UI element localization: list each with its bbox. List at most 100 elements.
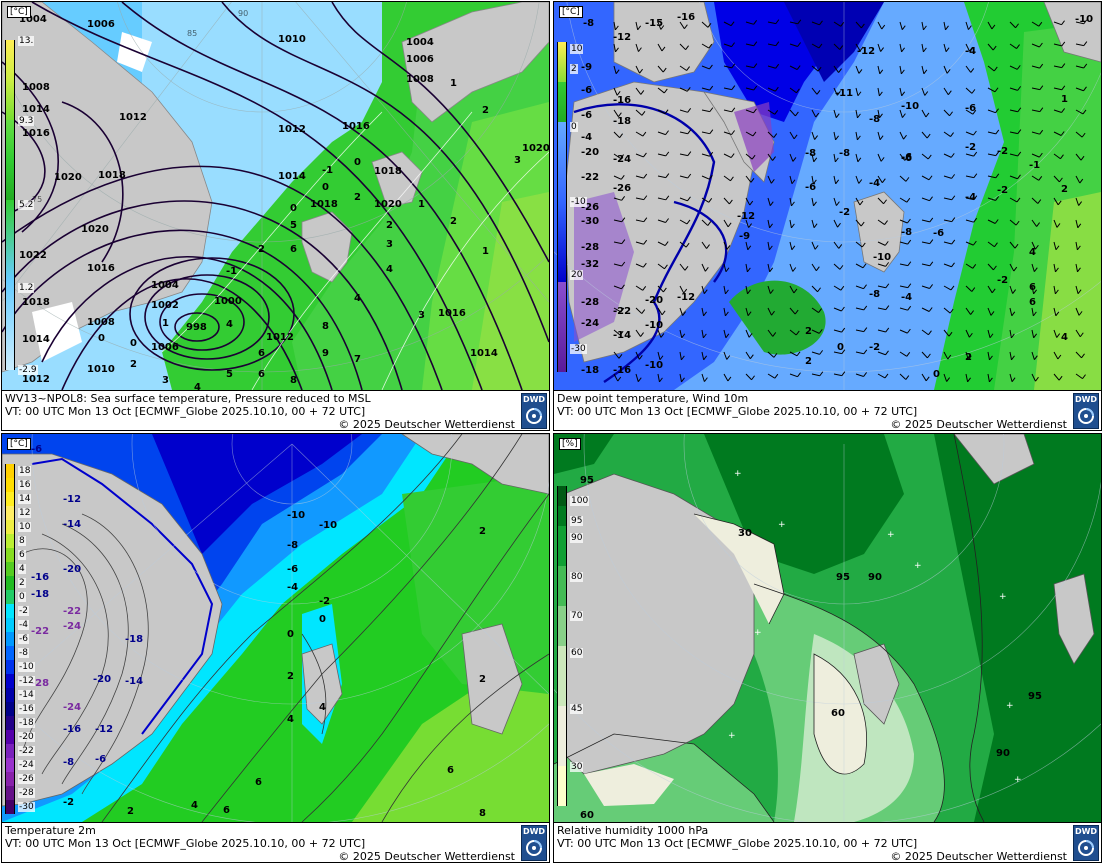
wind-barb-tick (731, 42, 735, 47)
wind-barb-tick (949, 308, 954, 314)
wind-barb-tick (727, 376, 732, 382)
wind-barb (1053, 175, 1060, 183)
wind-barb-tick (967, 377, 971, 383)
t2m-legend-swatch (5, 688, 15, 702)
wind-barb-tick (642, 131, 647, 137)
wind-barb-tick (731, 107, 736, 113)
wind-barb-tick (725, 289, 729, 295)
wind-barb-tick (990, 311, 995, 316)
t2m-label: 8 (479, 808, 486, 819)
wind-barb-tick (1039, 129, 1044, 135)
wind-barb (767, 175, 772, 184)
wind-barb (833, 351, 842, 355)
wind-barb-tick (643, 152, 647, 158)
sst-legend-label: 5.2 (18, 200, 35, 210)
wind-barb-tick (929, 284, 934, 289)
wind-barb-tick (775, 19, 780, 24)
isobar-label: 1004 (151, 280, 179, 291)
dewpoint-map[interactable]: [°C] 10 2 0 -10 20 -30 -8 -15 -16 -12 -9… (554, 2, 1101, 390)
wind-barb (789, 263, 794, 272)
wind-barb-tick (840, 285, 845, 291)
wind-barb-tick (753, 108, 757, 114)
t2m-label: 0 (319, 614, 326, 625)
isobar-label: 1014 (22, 104, 50, 115)
dewpoint-label: -8 (839, 148, 851, 159)
wind-barb (899, 153, 906, 161)
wind-barb-tick (945, 47, 950, 53)
wind-barb (767, 241, 770, 250)
dewpoint-label: -32 (581, 259, 600, 270)
wind-barb-tick (791, 245, 796, 251)
wind-barb (635, 351, 640, 360)
wind-barb (745, 241, 749, 250)
dewpoint-label: -10 (645, 320, 664, 331)
wind-barb (833, 285, 842, 291)
svg-text:85: 85 (187, 29, 197, 38)
t2m-label: -8 (63, 757, 75, 768)
wind-barb-tick (813, 201, 817, 207)
wind-barb-tick (772, 156, 776, 161)
wind-barb-tick (815, 112, 820, 118)
wind-barb (1053, 307, 1057, 316)
wind-barb-tick (725, 267, 730, 273)
wind-barb-tick (753, 63, 758, 68)
isobar-label: 1018 (310, 199, 338, 210)
rh-map[interactable]: + + + + + + + + + [%] 100 95 90 80 70 60 45 30 9… (554, 434, 1101, 822)
dewpoint-label: -20 (645, 295, 664, 306)
wind-barb (987, 65, 995, 72)
wind-barb-tick (863, 372, 868, 377)
wind-barb-tick (970, 68, 975, 73)
wind-barb-tick (951, 217, 956, 222)
wind-barb (679, 373, 682, 382)
isobar-label: 998 (186, 322, 207, 333)
t2m-legend-swatch (5, 520, 15, 534)
wind-barb (1053, 285, 1056, 294)
wind-barb (899, 87, 903, 96)
wind-barb-tick (1010, 333, 1015, 339)
sst-label: 2 (482, 105, 489, 116)
wind-barb (701, 241, 707, 249)
wind-barb-tick (640, 332, 644, 337)
wind-barb-tick (687, 108, 692, 113)
wind-barb-tick (1080, 155, 1085, 161)
t2m-label: 4 (191, 800, 198, 811)
wind-barb (1053, 219, 1058, 228)
wind-barb (965, 153, 974, 157)
wind-barb-tick (1081, 353, 1085, 359)
wind-barb (657, 219, 666, 223)
wind-barb-tick (709, 64, 713, 70)
wind-barb-tick (640, 90, 645, 95)
wind-barb (1031, 351, 1035, 360)
wind-barb (965, 219, 974, 223)
wind-barb-tick (1055, 245, 1060, 251)
wind-barb (965, 87, 973, 94)
wind-barb (613, 373, 619, 382)
wind-barb (1031, 329, 1035, 338)
wind-barb-tick (929, 239, 934, 244)
sst-valid-time: VT: 00 UTC Mon 13 Oct [ECMWF_Globe 2025.… (5, 405, 366, 418)
wind-barb-tick (621, 196, 626, 201)
wind-barb-tick (662, 287, 667, 293)
wind-barb (1075, 373, 1083, 380)
sst-map[interactable]: 90 85 75 [°C] 13. 9.3 5.2 1.2 -2.9 1004 10… (2, 2, 549, 390)
wind-barb (789, 43, 798, 47)
wind-barb (613, 21, 616, 30)
wind-barb-tick (1017, 86, 1022, 91)
wind-barb (811, 43, 820, 49)
wind-barb-tick (774, 110, 779, 115)
rh-legend-label: 100 (570, 496, 590, 506)
wind-barb-tick (1083, 63, 1088, 69)
wind-barb-tick (860, 23, 865, 29)
wind-barb-tick (1017, 174, 1021, 180)
t2m-legend-label: 6 (18, 550, 26, 560)
wind-barb (877, 351, 886, 356)
wind-barb-tick (885, 283, 890, 289)
dewpoint-label: -18 (581, 365, 600, 376)
wind-barb-tick (1039, 107, 1044, 112)
wind-barb (943, 373, 948, 382)
wind-barb (657, 175, 666, 179)
wind-barb (1075, 219, 1079, 228)
wind-barb (921, 131, 928, 139)
dewpoint-legend-label: 20 (570, 270, 584, 280)
t2m-map[interactable]: [°C] 18 16 14 12 10 8 6 4 2 0 -2 -4 -6 -8 -10 -12 -14 -16… (2, 434, 549, 822)
